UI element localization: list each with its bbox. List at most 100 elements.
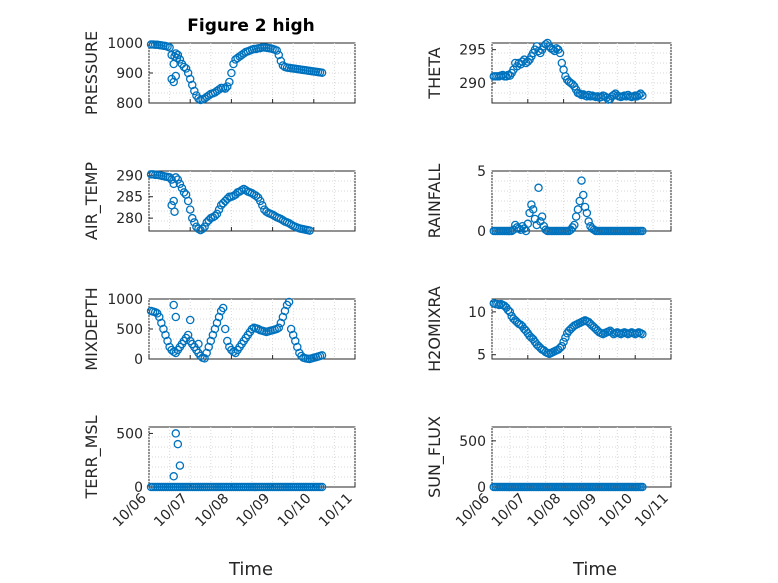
data-point: [638, 91, 647, 100]
y-axis-label: RAINFALL: [425, 164, 444, 239]
y-axis-label: AIR_TEMP: [82, 162, 102, 240]
y-tick-label: 280: [116, 211, 143, 227]
data-point: [173, 439, 183, 449]
data-point: [573, 205, 583, 214]
data-point: [179, 188, 189, 197]
data-point: [305, 226, 314, 235]
data-point: [173, 175, 183, 184]
figure-title: Figure 2 high: [187, 16, 315, 36]
data-point: [555, 343, 565, 353]
data-point: [181, 64, 191, 73]
data-point: [577, 176, 586, 185]
data-point: [568, 223, 577, 232]
data-point: [255, 196, 265, 206]
data-point: [169, 300, 178, 310]
subplot-rainfall: 0 5 RAINFALL: [425, 164, 672, 240]
x-axis-label-right: Time: [572, 559, 617, 580]
subplot-mixdepth: 0 500 1000 MIXDEPTH: [82, 287, 356, 371]
y-tick-label: 5: [477, 164, 486, 180]
data-point: [237, 186, 246, 195]
data-point: [200, 354, 209, 363]
data-point: [229, 59, 238, 69]
data-point: [214, 85, 224, 94]
data-point: [171, 173, 181, 182]
data-point: [214, 205, 224, 214]
x-axis-label-left: Time: [228, 559, 273, 580]
data-point: [580, 202, 590, 212]
data-point: [258, 201, 267, 210]
y-axis-label: TERR_MSL: [82, 415, 102, 499]
data-point: [276, 56, 286, 66]
x-tick-label: 10/11: [316, 491, 356, 531]
data-point: [198, 224, 207, 234]
data-point: [596, 92, 606, 102]
data-point: [284, 297, 294, 307]
y-tick-label: 0: [477, 480, 486, 496]
data-point: [530, 214, 540, 224]
y-tick-label: 290: [459, 76, 486, 92]
subplot-terr-msl: 0 500 10/06 10/07 10/08 10/09 10/10 10/11 TERR_M…: [82, 415, 356, 530]
data-point: [575, 89, 584, 98]
subplot-pressure: 800 900 1000 PRESSURE: [82, 31, 356, 115]
data-point: [557, 341, 567, 351]
data-point: [165, 43, 174, 52]
y-tick-label: 1000: [107, 36, 143, 52]
data-point: [534, 183, 543, 193]
data-point: [251, 191, 261, 201]
x-tick-label: 10/06: [453, 490, 493, 530]
y-tick-label: 500: [116, 426, 143, 442]
data-point: [570, 220, 579, 230]
data-point: [194, 94, 203, 103]
data-point: [505, 307, 515, 317]
y-tick-label: 500: [459, 434, 486, 450]
y-tick-label: 1000: [107, 292, 143, 308]
y-tick-label: 900: [116, 66, 143, 82]
data-point: [559, 337, 568, 347]
y-tick-label: 0: [134, 352, 143, 368]
y-tick-label: 500: [116, 322, 143, 338]
data-point: [210, 211, 220, 221]
subplot-theta: 290 295 THETA: [425, 38, 672, 104]
y-axis-label: SUN_FLUX: [425, 416, 445, 498]
data-point: [175, 179, 185, 189]
x-tick-label: 10/07: [151, 491, 191, 531]
y-tick-label: 295: [459, 43, 486, 59]
data-point: [636, 89, 645, 98]
data-point: [317, 482, 327, 492]
data-point: [167, 175, 176, 184]
data-point: [183, 196, 193, 206]
data-point: [503, 305, 513, 315]
data-point: [575, 196, 584, 206]
y-axis-label: MIXDEPTH: [82, 287, 101, 370]
data-point: [561, 333, 570, 342]
data-point: [190, 218, 199, 227]
x-tick-label: 10/10: [275, 491, 315, 531]
data-point: [177, 183, 187, 193]
subplot-grid: 800 900 1000 PRESSURE 290 295 THETA 280 285 290 AI…: [82, 31, 672, 530]
data-point: [212, 209, 222, 219]
x-tick-label: 10/08: [192, 491, 232, 531]
data-point: [175, 461, 185, 470]
data-point: [171, 429, 181, 438]
y-tick-label: 0: [134, 480, 143, 496]
data-point: [218, 303, 228, 313]
y-axis-label: PRESSURE: [82, 31, 101, 115]
data-point: [185, 315, 195, 325]
data-point: [634, 90, 644, 100]
y-tick-label: 5: [477, 348, 486, 364]
y-tick-label: 285: [116, 190, 143, 206]
data-point: [220, 84, 230, 93]
data-point: [169, 472, 178, 481]
subplot-air-temp: 280 285 290 AIR_TEMP: [82, 162, 356, 240]
data-point: [523, 219, 533, 229]
data-point: [272, 46, 281, 55]
data-point: [638, 482, 647, 492]
y-tick-label: 800: [116, 96, 143, 112]
data-point: [528, 205, 538, 214]
data-point: [179, 62, 189, 72]
data-point: [638, 329, 647, 339]
data-point: [274, 323, 284, 333]
data-point: [527, 200, 536, 209]
y-axis-label: THETA: [425, 47, 444, 99]
